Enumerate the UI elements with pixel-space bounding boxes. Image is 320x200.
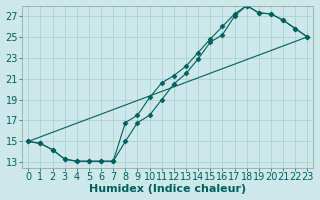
X-axis label: Humidex (Indice chaleur): Humidex (Indice chaleur) bbox=[89, 184, 246, 194]
